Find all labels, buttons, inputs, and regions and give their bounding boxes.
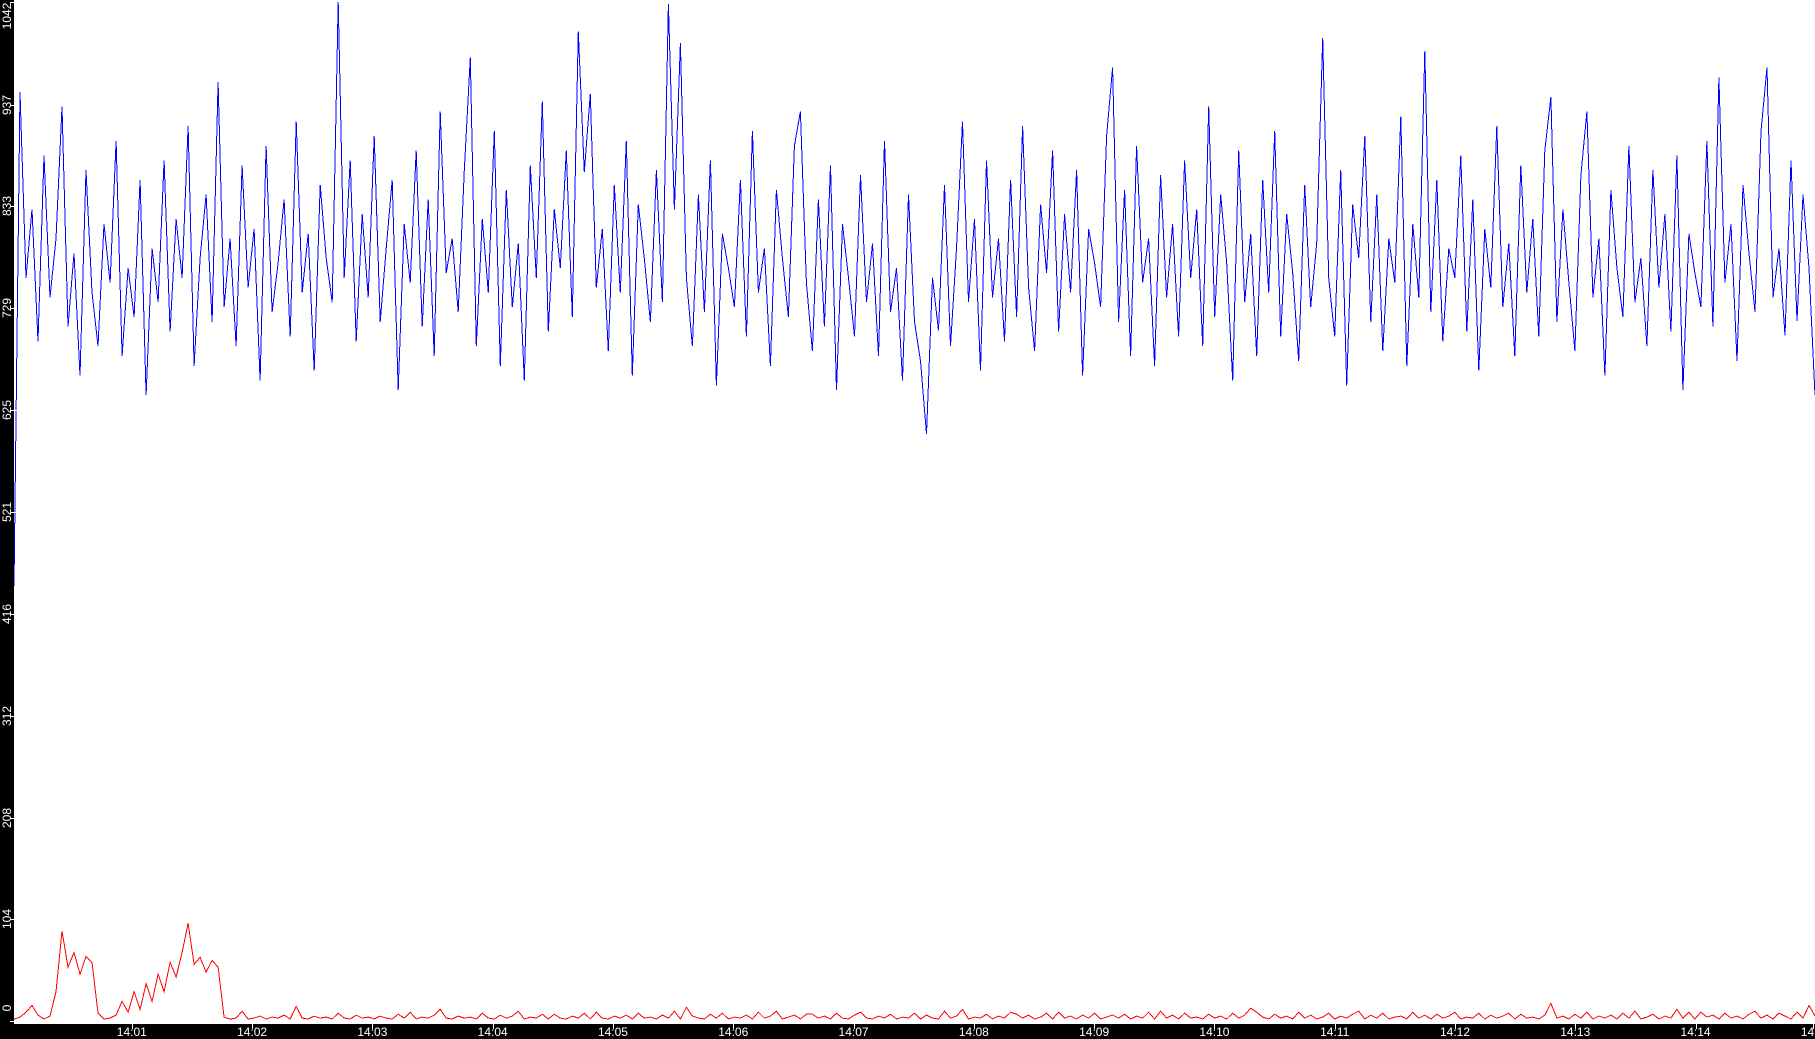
x-axis-tick — [1455, 1024, 1456, 1029]
y-axis-tick-label: 625 — [0, 399, 14, 420]
x-axis-tick-label: 14:03 — [357, 1025, 388, 1039]
y-axis-tick-label: 208 — [0, 807, 14, 828]
y-axis: 0 104 208 312 416 521 625 729 833 937 1042 — [0, 0, 17, 1024]
y-axis-tick — [10, 818, 17, 819]
x-axis-tick — [974, 1024, 975, 1029]
y-axis-tick — [10, 206, 17, 207]
x-axis-tick-label: 14:07 — [838, 1025, 869, 1039]
x-axis-tick-label: 14:08 — [958, 1025, 989, 1039]
x-axis-tick — [372, 1024, 373, 1029]
y-axis-tick-label: 937 — [0, 94, 14, 115]
x-axis-tick — [733, 1024, 734, 1029]
x-axis-tick — [1335, 1024, 1336, 1029]
red-series-line — [13, 923, 1815, 1020]
x-axis-tick-label: 14:05 — [597, 1025, 628, 1039]
y-axis-tick-label: 104 — [0, 909, 14, 930]
y-axis-tick-label: 833 — [0, 196, 14, 217]
x-axis-tick-label: 14:15 — [1800, 1025, 1815, 1039]
x-axis-tick — [132, 1024, 133, 1029]
x-axis-tick — [252, 1024, 253, 1029]
x-axis-tick — [1696, 1024, 1697, 1029]
y-axis-tick — [10, 105, 17, 106]
y-axis-tick — [10, 614, 17, 615]
y-axis-tick-label: 0 — [0, 1004, 14, 1012]
x-axis-tick-label: 14:01 — [116, 1025, 147, 1039]
y-axis-tick — [10, 308, 17, 309]
y-axis-tick — [10, 410, 17, 411]
x-axis-tick — [854, 1024, 855, 1029]
y-axis-tick-label: 312 — [0, 705, 14, 726]
y-axis-tick-label: 416 — [0, 604, 14, 625]
x-axis-tick-label: 14:10 — [1199, 1025, 1230, 1039]
x-axis-tick-label: 14:14 — [1680, 1025, 1711, 1039]
blue-series-line — [13, 1, 1815, 586]
x-axis-tick — [613, 1024, 614, 1029]
y-axis-tick — [10, 1021, 17, 1022]
x-axis-tick — [1575, 1024, 1576, 1029]
y-axis-tick — [10, 919, 17, 920]
y-axis-tick — [10, 716, 17, 717]
x-axis-tick-label: 14:13 — [1560, 1025, 1591, 1039]
x-axis-tick-label: 14:02 — [237, 1025, 268, 1039]
x-axis-tick — [493, 1024, 494, 1029]
x-axis-tick — [1813, 1024, 1814, 1029]
y-axis-tick-label: 521 — [0, 501, 14, 522]
x-axis-tick-label: 14:11 — [1320, 1025, 1350, 1039]
x-axis-tick-label: 14:09 — [1079, 1025, 1110, 1039]
y-axis-tick — [10, 2, 17, 3]
y-axis-tick — [10, 512, 17, 513]
x-axis: 14:01 14:02 14:03 14:04 14:05 14:06 14:07 14:08… — [0, 1024, 1815, 1039]
x-axis-tick-label: 14:12 — [1439, 1025, 1470, 1039]
x-axis-tick-label: 14:06 — [718, 1025, 749, 1039]
x-axis-tick — [1094, 1024, 1095, 1029]
x-axis-tick — [1214, 1024, 1215, 1029]
x-axis-tick-label: 14:04 — [477, 1025, 508, 1039]
y-axis-tick-label: 729 — [0, 298, 14, 319]
y-axis-tick-label: 1042 — [0, 2, 14, 30]
